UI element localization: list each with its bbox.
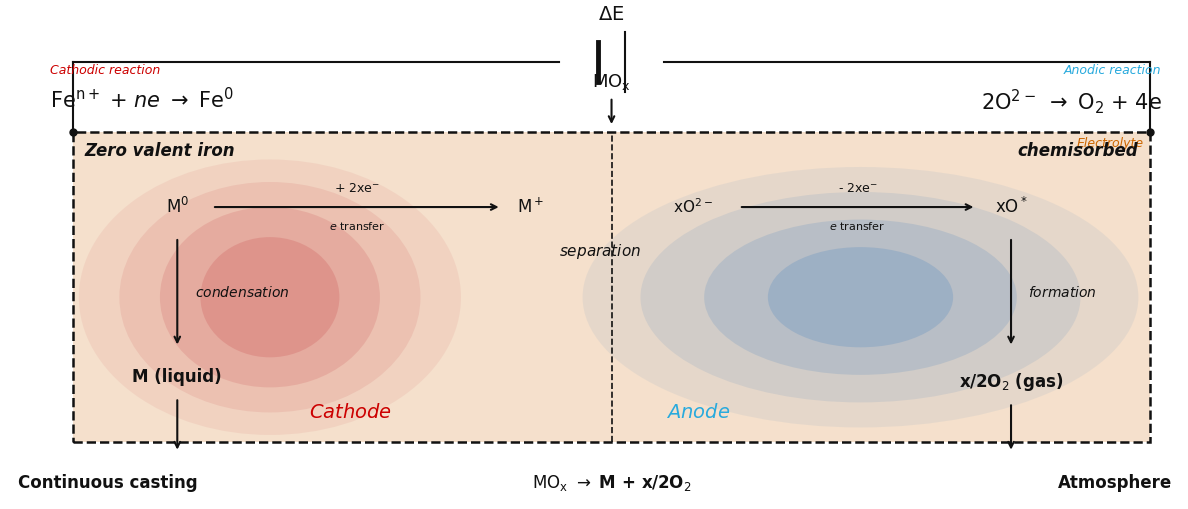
Text: Anodic reaction: Anodic reaction: [1064, 64, 1162, 77]
Text: $\mathit{formation}$: $\mathit{formation}$: [1029, 285, 1098, 300]
Text: $\mathrm{M^+}$: $\mathrm{M^+}$: [517, 197, 544, 217]
Ellipse shape: [582, 167, 1138, 428]
Ellipse shape: [767, 247, 953, 347]
Text: chemisorbed: chemisorbed: [1018, 142, 1138, 160]
Text: Continuous casting: Continuous casting: [18, 473, 197, 492]
Ellipse shape: [201, 237, 340, 357]
Text: $\mathrm{M^0}$: $\mathrm{M^0}$: [165, 197, 189, 217]
Text: - 2xe$^{-}$: - 2xe$^{-}$: [838, 182, 878, 194]
Text: + 2xe$^{-}$: + 2xe$^{-}$: [334, 182, 380, 194]
Text: $\mathrm{MO_x}$: $\mathrm{MO_x}$: [592, 72, 631, 92]
Ellipse shape: [119, 182, 421, 412]
Text: $\mathrm{Fe^{n+}}$ + $\mathit{ne}$ $\rightarrow$ $\mathrm{Fe^{0}}$: $\mathrm{Fe^{n+}}$ + $\mathit{ne}$ $\rig…: [50, 87, 234, 112]
Text: $\it{e}$ transfer: $\it{e}$ transfer: [329, 219, 385, 232]
Text: $\mathrm{xO^*}$: $\mathrm{xO^*}$: [994, 197, 1028, 217]
Ellipse shape: [160, 207, 380, 387]
Text: $\mathit{condensation}$: $\mathit{condensation}$: [195, 285, 289, 300]
Text: $\mathit{Cathode}$: $\mathit{Cathode}$: [310, 403, 392, 422]
Text: $\mathrm{2O^{2-}}$ $\rightarrow$ $\mathrm{O_2}$ + 4e: $\mathrm{2O^{2-}}$ $\rightarrow$ $\mathr…: [980, 87, 1162, 116]
Text: Electrolyte: Electrolyte: [1078, 137, 1144, 150]
Ellipse shape: [640, 192, 1081, 403]
Text: Atmosphere: Atmosphere: [1059, 473, 1173, 492]
Ellipse shape: [704, 219, 1017, 375]
Text: x/2O$_2$ (gas): x/2O$_2$ (gas): [959, 372, 1063, 393]
Text: $\mathit{separation}$: $\mathit{separation}$: [558, 242, 642, 261]
Text: $\mathrm{xO^{2-}}$: $\mathrm{xO^{2-}}$: [672, 197, 713, 216]
Text: Zero valent iron: Zero valent iron: [84, 142, 235, 160]
FancyBboxPatch shape: [74, 132, 1150, 442]
Text: $\mathrm{MO_x}$ $\rightarrow$ M + x/2O$_2$: $\mathrm{MO_x}$ $\rightarrow$ M + x/2O$_…: [532, 472, 691, 493]
Text: M (liquid): M (liquid): [133, 369, 222, 386]
Text: $\it{e}$ transfer: $\it{e}$ transfer: [829, 219, 886, 232]
Text: Cathodic reaction: Cathodic reaction: [50, 64, 160, 77]
Text: $\mathit{Anode}$: $\mathit{Anode}$: [666, 403, 731, 422]
Ellipse shape: [78, 159, 461, 435]
Text: $\Delta$E: $\Delta$E: [599, 5, 625, 24]
